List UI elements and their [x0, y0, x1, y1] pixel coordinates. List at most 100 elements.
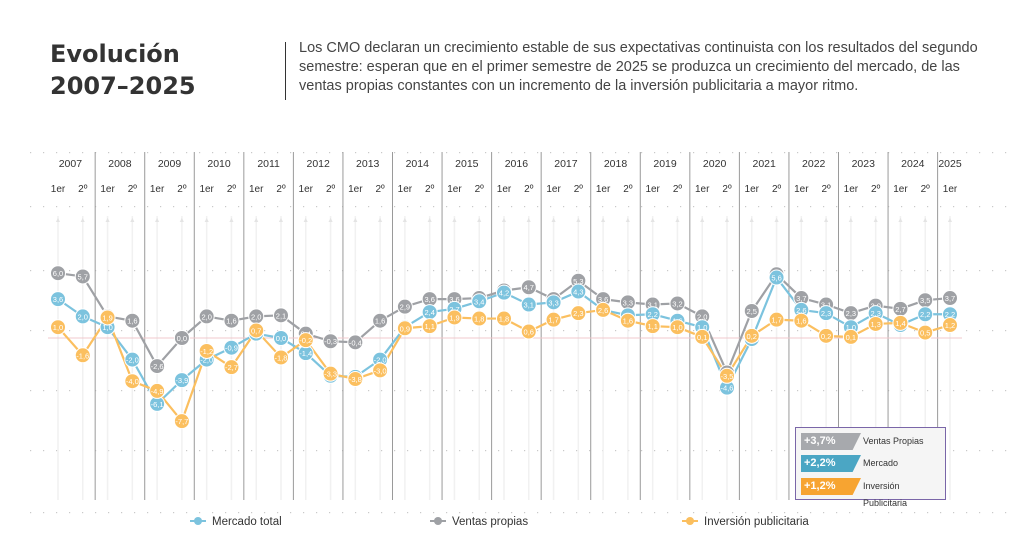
guide-dot: [849, 512, 851, 514]
guide-dot: [303, 206, 305, 208]
guide-dot: [719, 450, 721, 452]
data-label: -3,9: [175, 376, 188, 385]
guide-dot: [56, 512, 58, 514]
data-label: 4,7: [524, 283, 534, 292]
data-point-ventas-propias: [396, 298, 413, 315]
guide-dot: [953, 206, 955, 208]
guide-dot: [914, 152, 916, 154]
guide-dot: [940, 390, 942, 392]
guide-dot: [56, 390, 58, 392]
guide-dot: [719, 270, 721, 272]
data-point-inversion-publicitaria: [719, 367, 735, 384]
guide-dot: [979, 390, 981, 392]
guide-dot: [836, 206, 838, 208]
guide-dot: [199, 450, 201, 452]
guide-dot: [953, 512, 955, 514]
guide-dot: [134, 270, 136, 272]
guide-dot: [693, 512, 695, 514]
data-label: 1,6: [226, 317, 236, 326]
guide-dot: [394, 450, 396, 452]
guide-dot: [147, 450, 149, 452]
data-point-mercado-total: [173, 372, 190, 389]
column-arrow: ▲: [104, 217, 111, 224]
guide-dot: [901, 390, 903, 392]
guide-dot: [589, 330, 591, 332]
guide-dot: [43, 450, 45, 452]
guide-dot: [1005, 512, 1007, 514]
title-divider: [285, 42, 286, 100]
guide-dot: [264, 390, 266, 392]
year-label: 2010: [207, 158, 231, 170]
guide-dot: [342, 512, 344, 514]
guide-dot: [628, 206, 630, 208]
guide-dot: [771, 330, 773, 332]
semester-label: 1er: [695, 184, 710, 195]
data-label: 0,6: [524, 328, 534, 337]
guide-dot: [771, 390, 773, 392]
guide-dot: [732, 450, 734, 452]
guide-dot: [537, 206, 539, 208]
data-point-inversion-publicitaria: [421, 318, 438, 335]
guide-dot: [225, 330, 227, 332]
guide-dot: [875, 152, 877, 154]
guide-dot: [251, 152, 253, 154]
semester-label: 1er: [745, 184, 760, 195]
guide-dot: [303, 152, 305, 154]
guide-dot: [121, 450, 123, 452]
guide-dot: [472, 152, 474, 154]
guide-dot: [563, 390, 565, 392]
guide-dot: [329, 206, 331, 208]
guide-dot: [199, 512, 201, 514]
guide-dot: [498, 390, 500, 392]
column-arrow: ▲: [872, 217, 879, 224]
data-label: 2,2: [920, 310, 930, 319]
column-arrow: ▲: [253, 217, 260, 224]
data-point-ventas-propias: [149, 358, 166, 375]
guide-dot: [212, 450, 214, 452]
guide-dot: [160, 512, 162, 514]
data-label: -3,8: [349, 375, 362, 384]
guide-dot: [680, 450, 682, 452]
guide-dot: [316, 512, 318, 514]
column-arrow: ▲: [922, 217, 929, 224]
data-point-ventas-propias: [520, 279, 537, 296]
guide-dot: [511, 450, 513, 452]
column-arrow: ▲: [352, 217, 359, 224]
guide-dot: [446, 512, 448, 514]
column-arrow: ▲: [724, 217, 731, 224]
guide-dot: [732, 512, 734, 514]
guide-dot: [693, 330, 695, 332]
data-label: 1,6: [127, 317, 137, 326]
guide-dot: [966, 390, 968, 392]
data-point-mercado-total: [545, 294, 562, 311]
guide-dot: [316, 270, 318, 272]
year-label: 2021: [752, 158, 776, 170]
guide-dot: [407, 206, 409, 208]
guide-dot: [329, 152, 331, 154]
guide-dot: [602, 512, 604, 514]
guide-dot: [563, 450, 565, 452]
guide-dot: [43, 512, 45, 514]
guide-dot: [680, 512, 682, 514]
guide-dot: [329, 450, 331, 452]
data-label: -7,7: [175, 417, 188, 426]
guide-dot: [394, 270, 396, 272]
data-point-mercado-total: [471, 293, 488, 310]
guide-dot: [303, 270, 305, 272]
data-point-inversion-publicitaria: [818, 327, 835, 344]
guide-dot: [1005, 330, 1007, 332]
guide-dot: [589, 512, 591, 514]
year-label: 2023: [852, 158, 876, 170]
guide-dot: [745, 512, 747, 514]
guide-dot: [108, 152, 110, 154]
guide-dot: [303, 450, 305, 452]
guide-dot: [43, 330, 45, 332]
guide-dot: [433, 512, 435, 514]
column-arrow: ▲: [624, 217, 631, 224]
guide-dot: [758, 270, 760, 272]
guide-dot: [277, 152, 279, 154]
guide-dot: [407, 512, 409, 514]
forecast-legend: +3,7% Ventas Propias +2,2% Mercado +1,2%…: [795, 427, 946, 508]
guide-dot: [173, 152, 175, 154]
guide-dot: [992, 390, 994, 392]
